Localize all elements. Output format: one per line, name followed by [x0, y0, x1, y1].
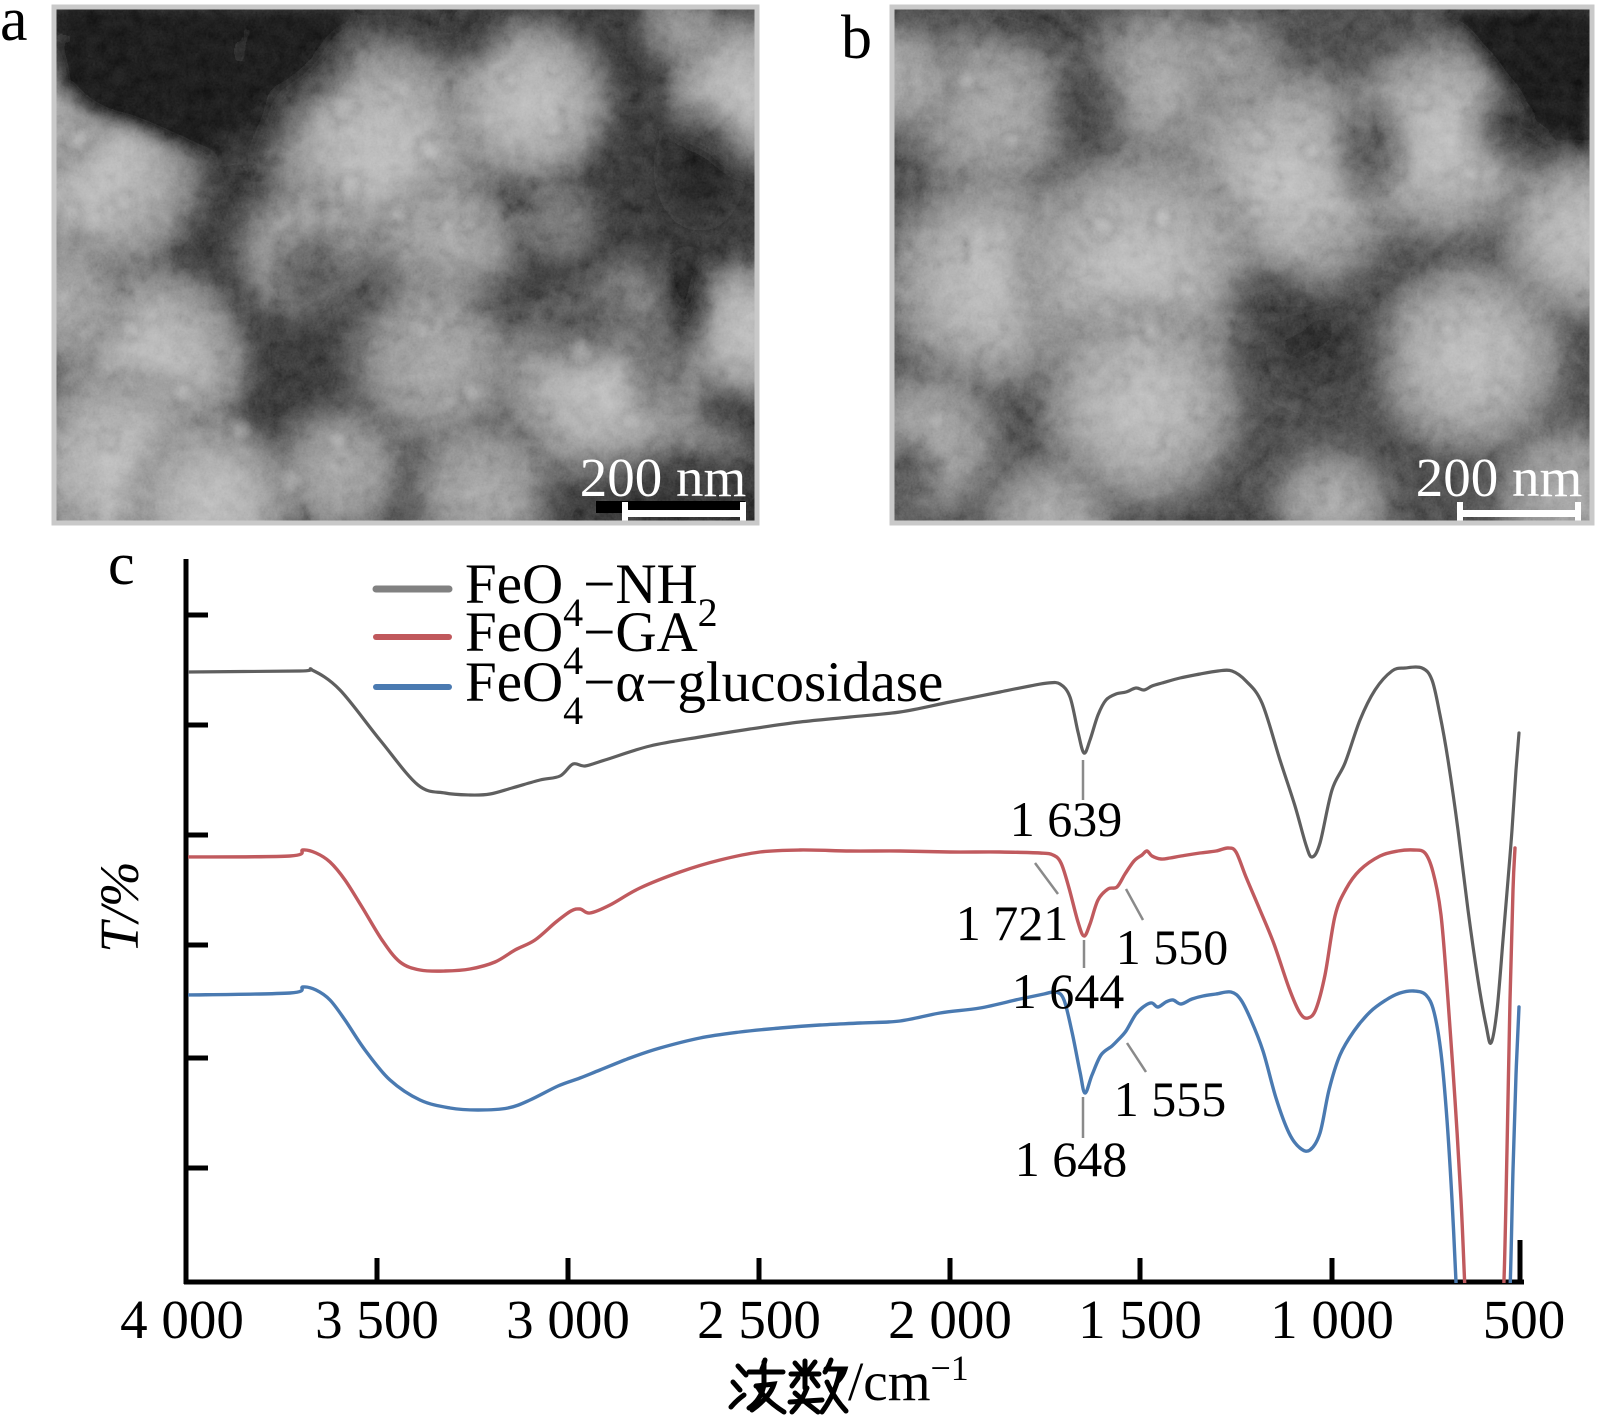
- svg-text:FeO4−α−glucosidase: FeO4−α−glucosidase: [465, 651, 943, 733]
- svg-text:1 555: 1 555: [1114, 1071, 1227, 1127]
- svg-text:200 nm: 200 nm: [580, 447, 747, 508]
- svg-text:1 644: 1 644: [1012, 963, 1125, 1019]
- svg-text:3 500: 3 500: [315, 1289, 439, 1350]
- svg-text:c: c: [108, 531, 135, 597]
- svg-text:500: 500: [1483, 1289, 1566, 1350]
- svg-text:1 639: 1 639: [1010, 791, 1123, 847]
- svg-text:b: b: [841, 4, 872, 72]
- svg-text:1 500: 1 500: [1078, 1289, 1202, 1350]
- svg-text:3 000: 3 000: [506, 1289, 630, 1350]
- svg-text:1 648: 1 648: [1015, 1131, 1128, 1187]
- svg-text:2 500: 2 500: [697, 1289, 821, 1350]
- svg-text:200 nm: 200 nm: [1416, 447, 1583, 508]
- svg-text:T/%: T/%: [89, 861, 150, 953]
- svg-text:/cm−1: /cm−1: [848, 1348, 969, 1412]
- svg-text:1 000: 1 000: [1270, 1289, 1394, 1350]
- svg-text:a: a: [0, 0, 28, 54]
- svg-text:2 000: 2 000: [888, 1289, 1012, 1350]
- svg-text:1 550: 1 550: [1116, 919, 1229, 975]
- svg-text:1 721: 1 721: [956, 895, 1069, 951]
- svg-text:4 000: 4 000: [120, 1289, 244, 1350]
